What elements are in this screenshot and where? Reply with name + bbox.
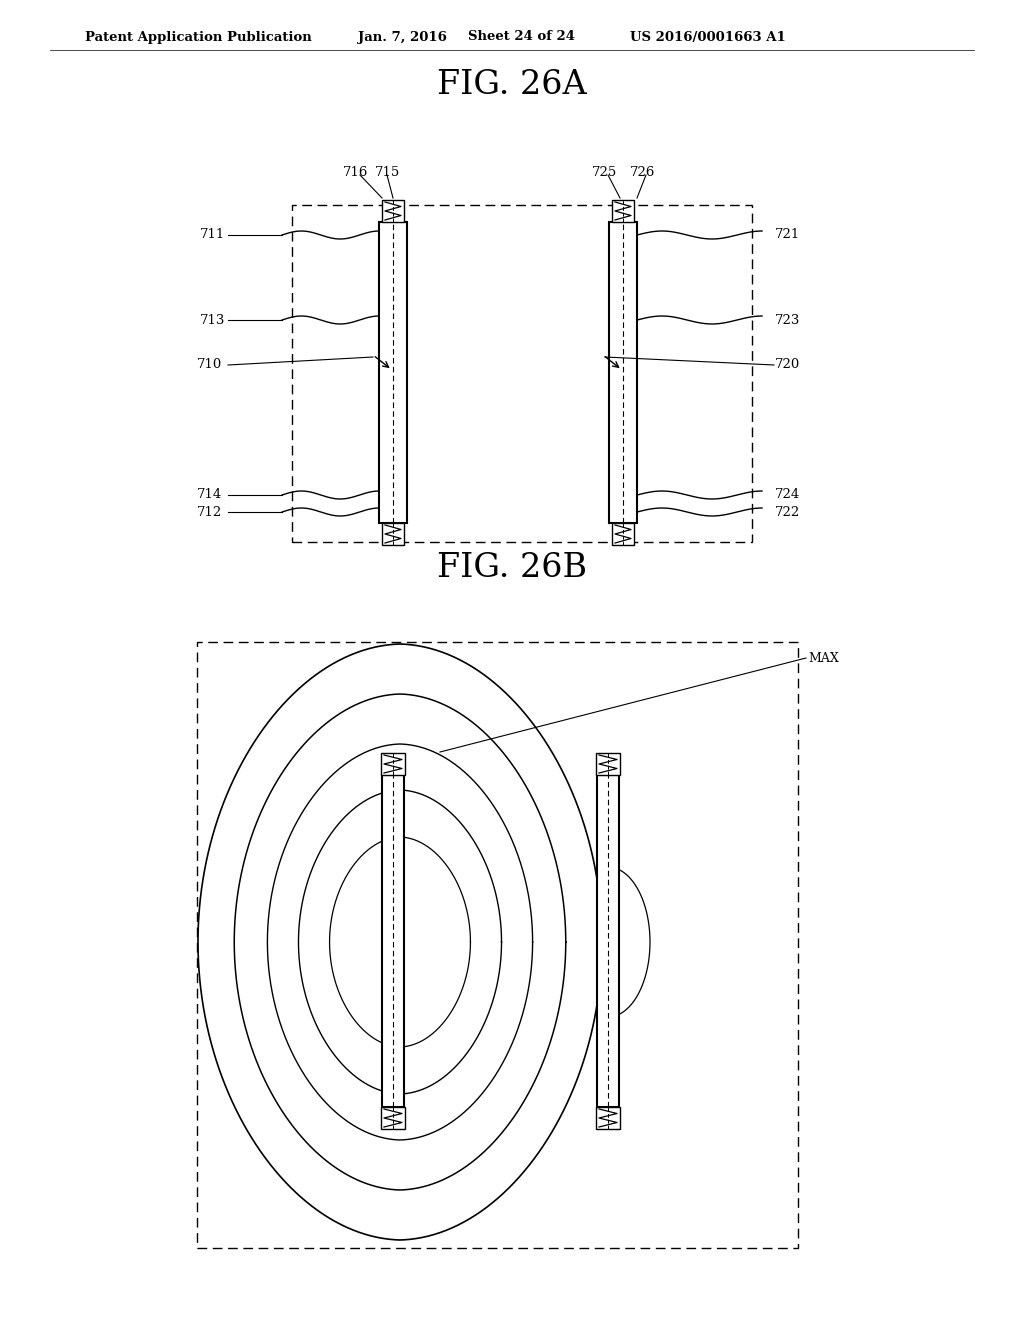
- Text: Jan. 7, 2016: Jan. 7, 2016: [358, 30, 446, 44]
- Text: FIG. 26B: FIG. 26B: [437, 552, 587, 583]
- Text: 724: 724: [775, 488, 800, 502]
- Text: 710: 710: [197, 359, 222, 371]
- Bar: [382, 775, 404, 1107]
- Text: 725: 725: [592, 165, 617, 178]
- Text: MAX: MAX: [808, 652, 839, 664]
- Bar: [609, 222, 637, 523]
- Text: Patent Application Publication: Patent Application Publication: [85, 30, 311, 44]
- Bar: [381, 1107, 406, 1129]
- Text: 721: 721: [775, 228, 800, 242]
- Text: 720: 720: [775, 359, 800, 371]
- Text: 712: 712: [197, 506, 222, 519]
- Bar: [596, 1107, 620, 1129]
- Bar: [382, 523, 404, 545]
- Bar: [197, 642, 798, 1247]
- Bar: [379, 222, 407, 523]
- Text: 711: 711: [200, 228, 225, 242]
- Text: 722: 722: [775, 506, 800, 519]
- Text: 723: 723: [775, 314, 801, 326]
- Bar: [292, 205, 752, 543]
- Text: 716: 716: [343, 165, 369, 178]
- Bar: [381, 752, 406, 775]
- Text: 715: 715: [375, 165, 400, 178]
- Bar: [597, 775, 618, 1107]
- Text: FIG. 26A: FIG. 26A: [437, 69, 587, 102]
- Bar: [382, 201, 404, 222]
- Text: US 2016/0001663 A1: US 2016/0001663 A1: [630, 30, 785, 44]
- Text: 714: 714: [197, 488, 222, 502]
- Bar: [612, 201, 634, 222]
- Text: 726: 726: [630, 165, 655, 178]
- Bar: [612, 523, 634, 545]
- Text: Sheet 24 of 24: Sheet 24 of 24: [468, 30, 575, 44]
- Bar: [596, 752, 620, 775]
- Text: 713: 713: [200, 314, 225, 326]
